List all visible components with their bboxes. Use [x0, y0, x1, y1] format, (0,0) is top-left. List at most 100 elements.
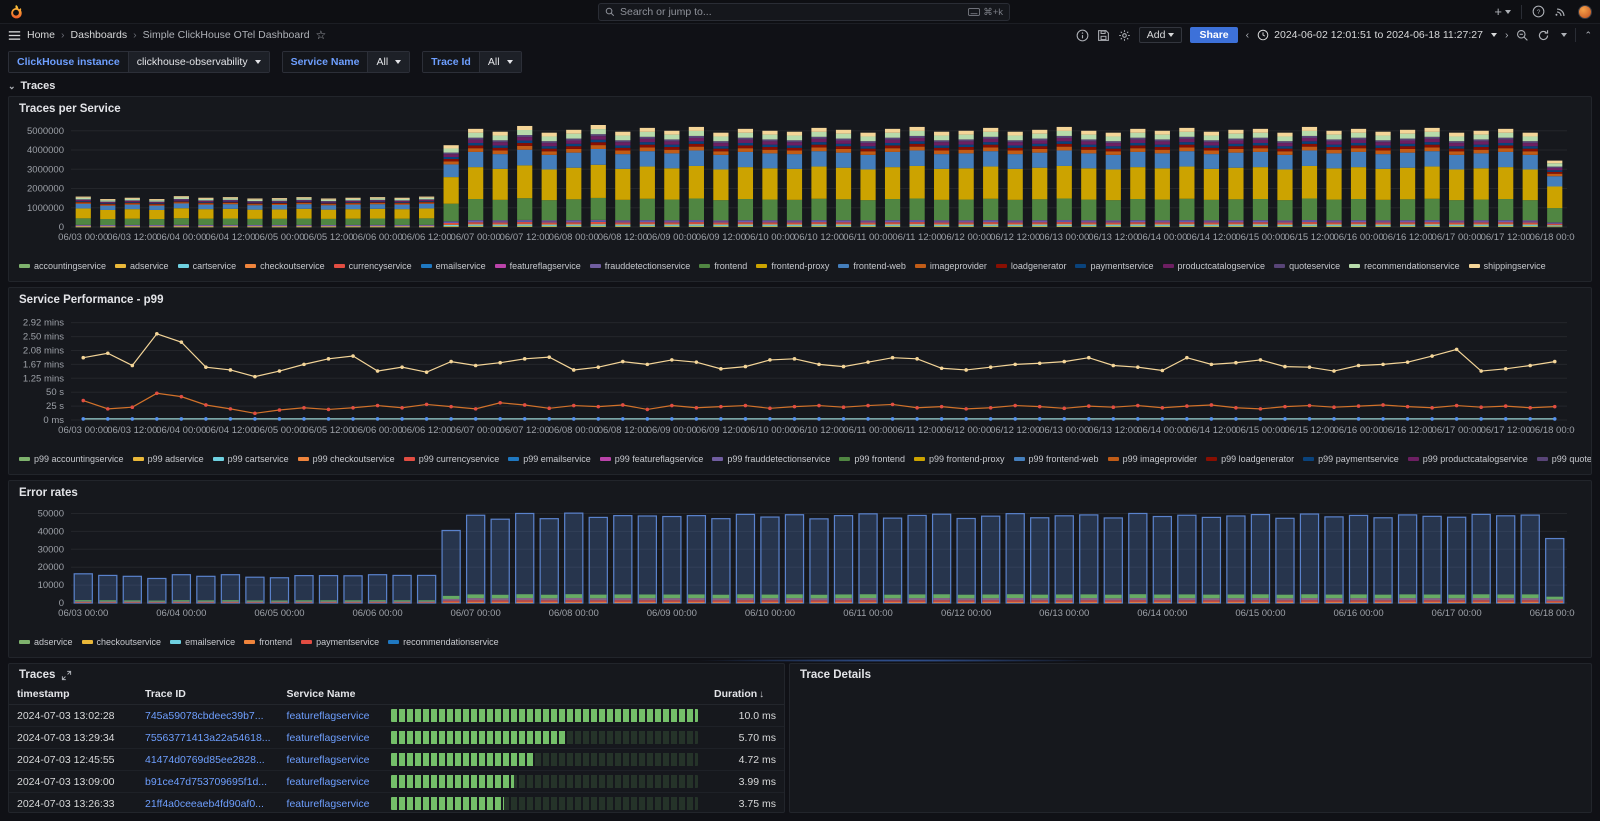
legend-item[interactable]: p99 checkoutservice [297, 454, 395, 464]
time-back-icon[interactable]: ‹ [1245, 29, 1250, 41]
legend-item[interactable]: paymentservice [301, 637, 379, 647]
variable-value-dropdown[interactable]: clickhouse-observability [127, 52, 269, 72]
refresh-interval-caret[interactable] [1561, 33, 1568, 37]
panel-title[interactable]: Traces [19, 669, 56, 681]
variable-value-dropdown[interactable]: All [478, 52, 521, 72]
search-icon [605, 7, 615, 17]
expand-panel-icon[interactable] [61, 670, 72, 681]
breadcrumb-home[interactable]: Home [27, 29, 56, 41]
trace-id-link[interactable]: b91ce47d753709695f1d... [145, 775, 268, 788]
legend-item[interactable]: paymentservice [1075, 261, 1154, 271]
legend-item[interactable]: frontend [699, 261, 747, 271]
svg-text:5000000: 5000000 [27, 126, 64, 137]
legend-item[interactable]: shippingservice [1468, 261, 1546, 271]
help-icon[interactable]: ? [1532, 5, 1545, 18]
variable-label[interactable]: Trace Id [423, 52, 479, 72]
share-button[interactable]: Share [1190, 27, 1238, 43]
menu-icon[interactable] [8, 30, 21, 41]
panel-title[interactable]: Error rates [19, 487, 78, 499]
favorite-star-icon[interactable]: ☆ [315, 28, 327, 42]
section-traces-toggle[interactable]: ⌄ Traces [0, 78, 1600, 96]
add-button[interactable]: Add [1138, 27, 1183, 43]
legend-item[interactable]: p99 imageprovider [1107, 454, 1197, 464]
grafana-logo[interactable] [8, 4, 24, 20]
save-dashboard-icon[interactable] [1097, 29, 1110, 42]
service-name-link[interactable]: featureflagservice [286, 709, 370, 722]
search-input[interactable]: Search or jump to... ⌘+k [598, 3, 1010, 21]
service-name-link[interactable]: featureflagservice [286, 797, 370, 810]
variable-value-dropdown[interactable]: All [367, 52, 410, 72]
service-name-link[interactable]: featureflagservice [286, 775, 370, 788]
legend-item[interactable]: p99 emailservice [508, 454, 591, 464]
legend-item[interactable]: adservice [19, 637, 73, 647]
col-trace-id[interactable]: Trace ID [137, 684, 279, 705]
legend-item[interactable]: p99 frauddetectionservice [712, 454, 830, 464]
legend-label: p99 frontend-proxy [928, 454, 1005, 464]
panel-title[interactable]: Traces per Service [19, 103, 121, 115]
legend-item[interactable]: imageprovider [914, 261, 987, 271]
legend-item[interactable]: adservice [115, 261, 169, 271]
user-avatar[interactable] [1578, 4, 1592, 19]
legend-item[interactable]: p99 frontend [839, 454, 905, 464]
trace-id-link[interactable]: 41474d0769d85ee2828... [145, 753, 265, 766]
panel-title[interactable]: Service Performance - p99 [19, 294, 164, 306]
legend-item[interactable]: loadgenerator [995, 261, 1066, 271]
svg-text:06/13 00:00: 06/13 00:00 [1039, 425, 1089, 436]
legend-item[interactable]: p99 frontend-proxy [913, 454, 1005, 464]
legend-item[interactable]: emailservice [420, 261, 486, 271]
zoom-out-icon[interactable] [1516, 29, 1529, 42]
traces-per-service-chart-canvas[interactable]: 0 1000000 2000000 3000000 4000000 5000000 06/0… [9, 117, 1580, 255]
legend-item[interactable]: frauddetectionservice [589, 261, 690, 271]
trace-id-link[interactable]: 21ff4a0ceeaeb4fd90af0... [145, 797, 264, 810]
variable-label[interactable]: Service Name [282, 52, 368, 72]
p99-chart-canvas[interactable]: 0 ms 25 s 50 s 1.25 mins 1.67 mins 2.08 mins 2… [9, 308, 1580, 448]
legend-item[interactable]: quoteservice [1274, 261, 1340, 271]
legend-item[interactable]: p99 cartservice [212, 454, 289, 464]
legend-item[interactable]: recommendationservice [1349, 261, 1460, 271]
collapse-toolbar-icon[interactable]: ⌃ [1584, 29, 1592, 40]
time-range-picker[interactable]: 2024-06-02 12:01:51 to 2024-06-18 11:27:… [1257, 29, 1497, 41]
col-timestamp[interactable]: timestamp [9, 684, 137, 705]
time-forward-icon[interactable]: › [1504, 29, 1509, 41]
legend-item[interactable]: emailservice [170, 637, 235, 647]
breadcrumb-dashboards[interactable]: Dashboards [70, 29, 128, 41]
col-service-name[interactable]: Service Name [278, 684, 383, 705]
legend-item[interactable]: frontend-proxy [756, 261, 829, 271]
legend-item[interactable]: p99 accountingservice [19, 454, 124, 464]
legend-item[interactable]: p99 paymentservice [1303, 454, 1399, 464]
svg-text:06/04 00:00: 06/04 00:00 [156, 425, 206, 436]
trace-id-link[interactable]: 745a59078cbdeec39b7... [145, 709, 264, 722]
legend-item[interactable]: frontend [244, 637, 292, 647]
keyboard-icon [968, 8, 981, 16]
variable-label[interactable]: ClickHouse instance [9, 52, 128, 72]
service-name-link[interactable]: featureflagservice [286, 731, 370, 744]
legend-item[interactable]: accountingservice [19, 261, 106, 271]
legend-item[interactable]: p99 productcatalogservice [1407, 454, 1528, 464]
legend-item[interactable]: checkoutservice [245, 261, 325, 271]
trace-id-link[interactable]: 75563771413a22a54618... [145, 731, 271, 744]
panel-title[interactable]: Trace Details [800, 669, 871, 681]
legend-item[interactable]: frontend-web [838, 261, 906, 271]
dashboard-settings-icon[interactable] [1118, 29, 1131, 42]
cell-trace-id: 745a59078cbdeec39b7... [137, 704, 279, 727]
legend-item[interactable]: p99 currencyservice [403, 454, 499, 464]
col-duration[interactable]: Duration ↓ [706, 684, 784, 705]
legend-item[interactable]: p99 loadgenerator [1206, 454, 1294, 464]
new-dashboard-button[interactable]: + [1494, 4, 1511, 19]
legend-item[interactable]: featureflagservice [494, 261, 581, 271]
news-icon[interactable] [1555, 5, 1568, 18]
refresh-icon[interactable] [1537, 29, 1550, 42]
legend-item[interactable]: p99 frontend-web [1013, 454, 1099, 464]
legend-item[interactable]: p99 adservice [132, 454, 204, 464]
legend-item[interactable]: p99 featureflagservice [599, 454, 703, 464]
legend-item[interactable]: cartservice [177, 261, 236, 271]
legend-item[interactable]: p99 quoteservice [1536, 454, 1591, 464]
legend-item[interactable]: currencyservice [333, 261, 412, 271]
legend-item[interactable]: recommendationservice [388, 637, 499, 647]
legend-item[interactable]: checkoutservice [81, 637, 161, 647]
legend-item[interactable]: productcatalogservice [1162, 261, 1265, 271]
dashboard-insights-icon[interactable] [1076, 29, 1089, 42]
error-rates-chart-canvas[interactable]: 0 10000 20000 30000 40000 50000 06/03 00:00 06/… [9, 501, 1580, 631]
service-name-link[interactable]: featureflagservice [286, 753, 370, 766]
svg-text:06/15 12:00: 06/15 12:00 [1284, 425, 1334, 436]
